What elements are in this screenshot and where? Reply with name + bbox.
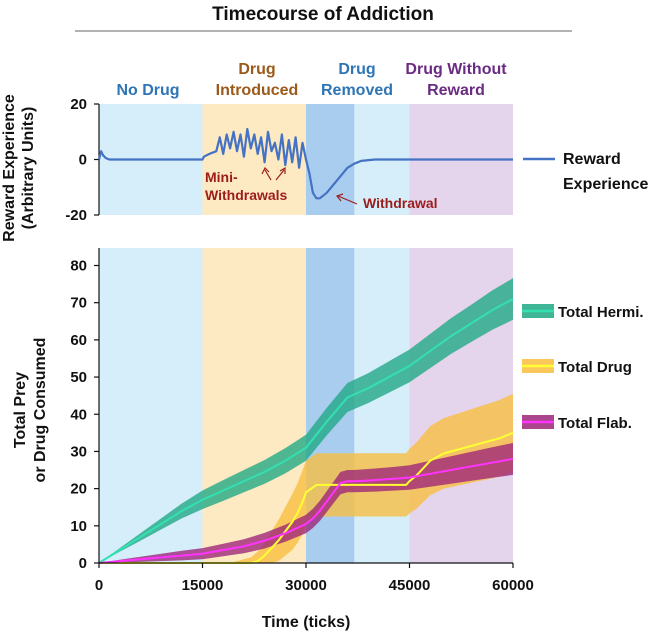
x-axis-label: Time (ticks) — [262, 614, 351, 631]
bottom-ytick-label-0: 0 — [79, 555, 87, 572]
phase-labels: No Drug Drug Introduced Drug Removed Drug Wit… — [116, 61, 507, 99]
legend-label-total-hermi-: Total Hermi. — [558, 304, 644, 321]
reward-panel: -20 0 20 Mini- Withdrawals Withdrawal — [65, 96, 513, 224]
phase-label-2-line-0: Drug — [338, 61, 375, 78]
bottom-ytick-label-2: 20 — [70, 481, 87, 498]
phase-label-3-line-1: Reward — [427, 82, 485, 99]
mini-withdrawal-arrowhead-2 — [279, 166, 286, 174]
removed-band-top — [306, 104, 355, 215]
legend-label-reward-experience-line-0: Reward — [563, 151, 621, 168]
xtick-label-0: 0 — [95, 577, 103, 594]
annotation-mini-withdrawals-line-1: Withdrawals — [205, 187, 288, 203]
top-ytick-label-1: 0 — [79, 152, 87, 169]
xtick-label-4: 60000 — [492, 577, 534, 594]
withdrawal-arrowhead — [335, 193, 344, 202]
bottom-ylabel-line1: Total Prey — [12, 372, 29, 448]
bottom-ytick-label-4: 40 — [70, 406, 87, 423]
legend-label-total-drug: Total Drug — [558, 359, 632, 376]
legend-label-reward-experience-line-1: Experience — [563, 176, 648, 193]
band-total-drug — [99, 393, 513, 563]
phase-label-2-line-1: Removed — [321, 82, 393, 99]
mini-withdrawal-arrow-1 — [264, 169, 272, 181]
annotation-withdrawal: Withdrawal — [363, 195, 438, 211]
mini-withdrawal-arrowhead-1 — [261, 166, 270, 175]
phase-label-0: No Drug — [116, 82, 179, 99]
reward-legend: Reward Experience — [523, 151, 648, 193]
phase-label-1-line-1: Introduced — [216, 82, 299, 99]
reward-experience-line — [97, 127, 513, 200]
top-ytick-label-2: 20 — [70, 96, 87, 113]
mini-withdrawal-arrow-2 — [275, 169, 285, 181]
bottom-ytick-label-7: 70 — [70, 295, 87, 312]
phase-label-1-line-0: Drug — [238, 61, 275, 78]
bottom-ytick-label-8: 80 — [70, 258, 87, 275]
band-total-flab- — [99, 442, 513, 563]
legend-label-total-flab-: Total Flab. — [558, 415, 632, 432]
withdrawal-arrow — [337, 195, 358, 205]
phase-band-top-1 — [202, 104, 306, 215]
bottom-ytick-label-5: 50 — [70, 369, 87, 386]
bottom-ylabel-line2: or Drug Consumed — [32, 338, 49, 483]
annotation-mini-withdrawals-line-0: Mini- — [205, 169, 238, 185]
top-ylabel-line1: Reward Experience — [1, 94, 18, 242]
line-total-flab- — [98, 457, 514, 564]
chart-title: Timecourse of Addiction — [212, 4, 434, 25]
band-total-hermi- — [99, 278, 513, 563]
phase-label-3-line-0: Drug Without — [405, 61, 507, 78]
xtick-label-3: 45000 — [389, 577, 431, 594]
bottom-ytick-label-1: 10 — [70, 518, 87, 535]
bottom-ytick-label-6: 60 — [70, 332, 87, 349]
top-ylabel-line2: (Arbitrary Units) — [20, 107, 37, 230]
consumption-legend: Total Hermi. Total Drug Total Flab. — [522, 304, 644, 432]
bottom-ytick-label-3: 30 — [70, 443, 87, 460]
consumption-panel: 0 10 20 30 40 50 60 70 80 0 15000 30000 45000 60000 — [70, 248, 534, 594]
xtick-label-1: 15000 — [182, 577, 224, 594]
top-ytick-label-0: -20 — [65, 207, 87, 224]
xtick-label-2: 30000 — [285, 577, 327, 594]
line-total-hermi- — [98, 298, 514, 564]
